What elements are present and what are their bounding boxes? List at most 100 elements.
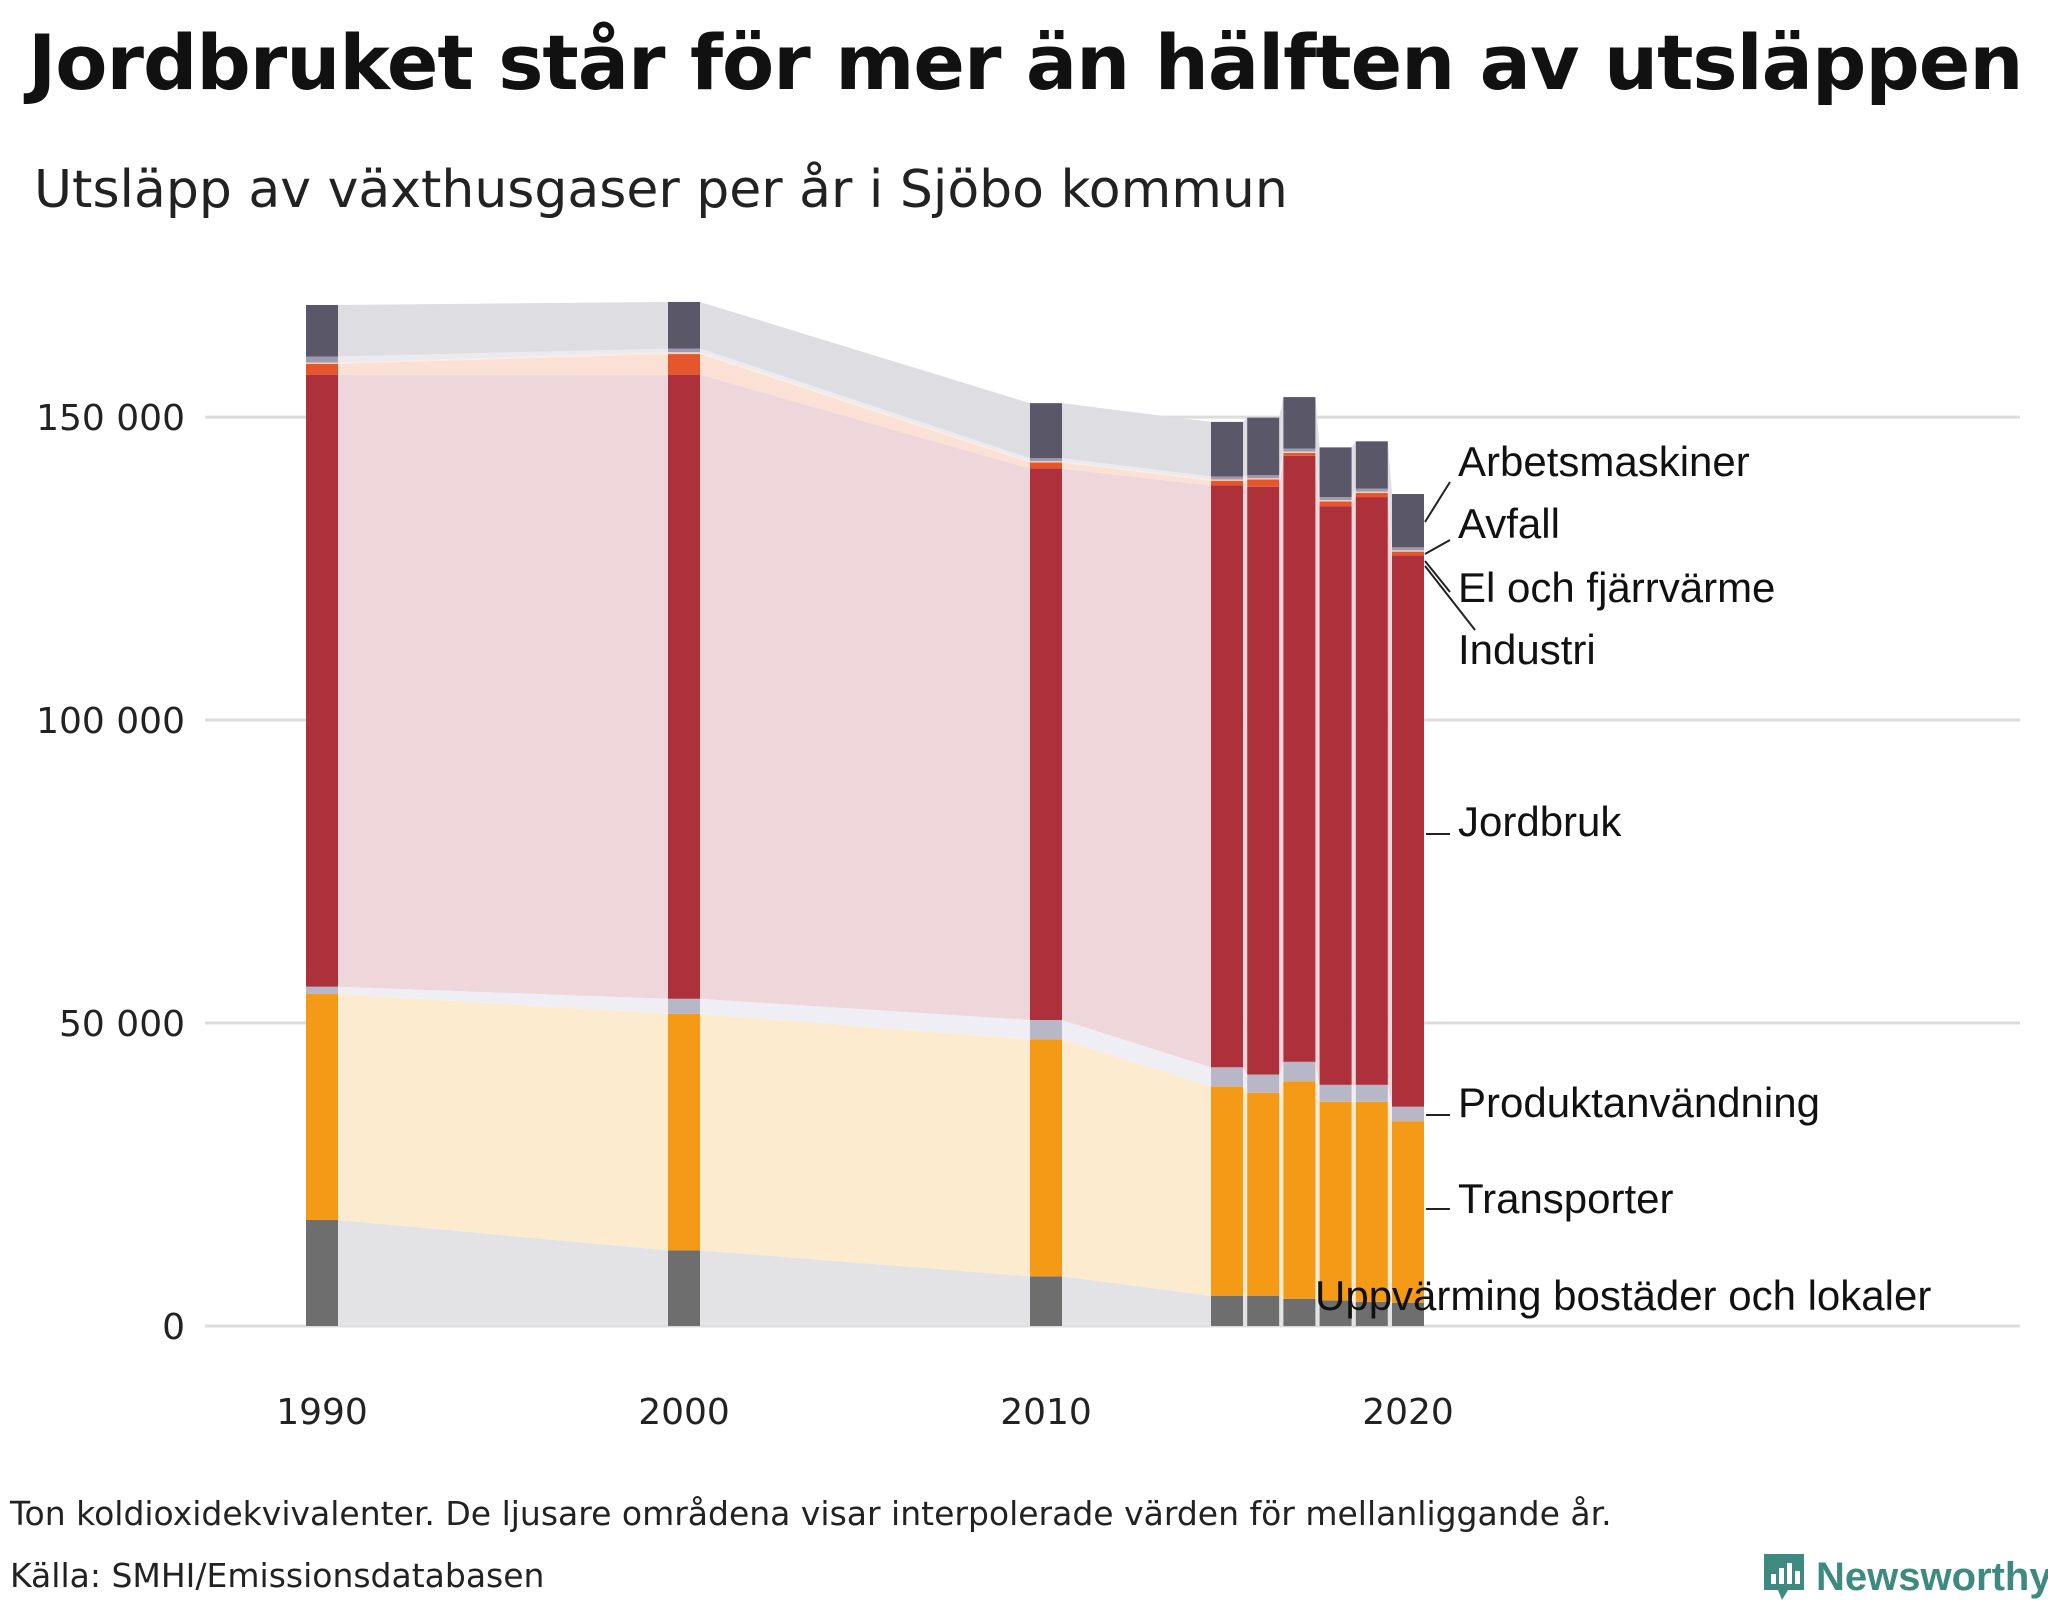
bar-industri-2016: [1247, 479, 1280, 487]
bar-el-och-fjarrvarme-2019: [1355, 491, 1388, 493]
area-el-och-fjarrvarme-2015: [1243, 478, 1248, 481]
bar-avfall-2000: [668, 348, 700, 353]
area-produktanvandning-2017: [1315, 1061, 1320, 1102]
area-arbetsmaskiner-2019: [1387, 441, 1392, 548]
bar-avfall-2010: [1030, 458, 1062, 462]
area-produktanvandning-2000: [700, 998, 1030, 1040]
area-jordbruk-2010: [1062, 468, 1211, 1068]
bar-el-och-fjarrvarme-2016: [1247, 478, 1280, 480]
bar-el-och-fjarrvarme-2017: [1283, 451, 1316, 453]
area-el-och-fjarrvarme-2010: [1062, 461, 1211, 481]
bar-avfall-1990: [306, 356, 338, 363]
area-jordbruk-2019: [1387, 497, 1392, 1107]
bar-avfall-2019: [1355, 488, 1388, 492]
area-transporter-2016: [1279, 1081, 1284, 1299]
series-label-industri: Industri: [1458, 626, 1596, 673]
area-avfall-1990: [338, 348, 668, 363]
bar-arbetsmaskiner-2017: [1283, 397, 1316, 449]
newsworthy-logo-text: Newsworthy: [1816, 1554, 2048, 1599]
bar-uppvarming-bostader-och-lokaler-2020: [1392, 1302, 1424, 1326]
bar-avfall-2017: [1283, 448, 1316, 452]
bar-avfall-2018: [1319, 497, 1352, 501]
area-arbetsmaskiner-2010: [1062, 403, 1211, 477]
area-uppvarming-bostader-och-lokaler-2016: [1279, 1295, 1284, 1326]
series-label-transporter: Transporter: [1458, 1175, 1674, 1222]
y-tick-label: 50 000: [59, 1004, 185, 1045]
bar-jordbruk-2020: [1392, 555, 1424, 1107]
bar-el-och-fjarrvarme-1990: [306, 362, 338, 364]
chart-note: Ton koldioxidekvivalenter. De ljusare om…: [10, 1494, 1612, 1533]
area-industri-2010: [1062, 462, 1211, 486]
area-arbetsmaskiner-2018: [1351, 441, 1356, 498]
bar-produktanvandning-2019: [1355, 1084, 1388, 1102]
area-industri-2015: [1243, 479, 1248, 487]
area-produktanvandning-2015: [1243, 1067, 1248, 1093]
bar-transporter-2015: [1211, 1086, 1243, 1296]
series-label-produktanvandning: Produktanvändning: [1458, 1079, 1820, 1126]
area-el-och-fjarrvarme-1990: [338, 352, 668, 364]
bar-jordbruk-2015: [1211, 485, 1243, 1068]
area-uppvarming-bostader-och-lokaler-2019: [1387, 1301, 1392, 1326]
bar-arbetsmaskiner-2018: [1319, 447, 1352, 498]
bar-arbetsmaskiner-2019: [1355, 441, 1388, 489]
area-arbetsmaskiner-1990: [338, 301, 668, 357]
bar-arbetsmaskiner-1990: [306, 304, 338, 357]
area-transporter-2010: [1062, 1039, 1211, 1296]
area-industri-2016: [1279, 452, 1284, 487]
area-avfall-2000: [700, 348, 1030, 462]
area-arbetsmaskiner-2016: [1279, 397, 1284, 476]
bar-transporter-2020: [1392, 1121, 1424, 1303]
bar-arbetsmaskiner-2016: [1247, 417, 1280, 476]
series-label-arbetsmaskiner: Arbetsmaskiner: [1458, 438, 1750, 485]
area-transporter-1990: [338, 993, 668, 1251]
bar-uppvarming-bostader-och-lokaler-2016: [1247, 1295, 1280, 1326]
area-jordbruk-2015: [1243, 485, 1248, 1075]
area-el-och-fjarrvarme-2000: [700, 352, 1030, 463]
y-tick-label: 100 000: [36, 701, 185, 742]
series-label-el-och-fjarrvarme: El och fjärrvärme: [1458, 564, 1775, 611]
area-avfall-2018: [1351, 488, 1356, 501]
bar-uppvarming-bostader-och-lokaler-2010: [1030, 1276, 1062, 1326]
area-industri-2019: [1387, 492, 1392, 556]
bar-produktanvandning-2015: [1211, 1067, 1243, 1087]
bar-transporter-2016: [1247, 1092, 1280, 1296]
bar-uppvarming-bostader-och-lokaler-2019: [1355, 1301, 1388, 1326]
interpolated-areas: [338, 301, 1392, 1326]
bar-produktanvandning-2000: [668, 998, 700, 1014]
leader-line-el-och-fjarrvarme: [1424, 560, 1451, 593]
series-label-uppvarming-bostader-och-lokaler: Uppvärming bostäder och lokaler: [1315, 1272, 1931, 1319]
area-produktanvandning-2018: [1351, 1084, 1356, 1102]
area-avfall-2017: [1315, 448, 1320, 501]
newsworthy-logo: Newsworthy: [1762, 1552, 2048, 1602]
y-tick-label: 150 000: [36, 398, 185, 439]
newsworthy-logo-icon: [1764, 1554, 1804, 1600]
x-axis-ticks: 1990 2000 2010 2020: [276, 1392, 1454, 1433]
area-el-och-fjarrvarme-2017: [1315, 451, 1320, 502]
bar-arbetsmaskiner-2000: [668, 301, 700, 349]
area-avfall-2015: [1243, 475, 1248, 480]
bar-el-och-fjarrvarme-2010: [1030, 461, 1062, 463]
bar-produktanvandning-2017: [1283, 1061, 1316, 1082]
bar-industri-2010: [1030, 462, 1062, 469]
bar-jordbruk-1990: [306, 374, 338, 987]
x-tick-label: 2000: [638, 1392, 730, 1433]
bar-industri-2019: [1355, 492, 1388, 498]
bar-arbetsmaskiner-2020: [1392, 494, 1424, 548]
chart-subtitle: Utsläpp av växthusgaser per år i Sjöbo k…: [34, 160, 1288, 220]
area-avfall-2019: [1387, 488, 1392, 551]
area-transporter-2000: [700, 1013, 1030, 1277]
area-uppvarming-bostader-och-lokaler-1990: [338, 1219, 668, 1326]
area-uppvarming-bostader-och-lokaler-2000: [700, 1250, 1030, 1326]
area-uppvarming-bostader-och-lokaler-2018: [1351, 1300, 1356, 1326]
bar-arbetsmaskiner-2015: [1211, 421, 1243, 477]
area-el-och-fjarrvarme-2019: [1387, 491, 1392, 552]
area-jordbruk-2000: [700, 374, 1030, 1020]
bar-transporter-2010: [1030, 1039, 1062, 1277]
area-arbetsmaskiner-2017: [1315, 397, 1320, 498]
bar-produktanvandning-2020: [1392, 1106, 1424, 1122]
x-tick-label: 1990: [276, 1392, 368, 1433]
chart-source: Källa: SMHI/Emissionsdatabasen: [10, 1556, 545, 1595]
area-produktanvandning-2016: [1279, 1061, 1284, 1093]
bar-jordbruk-2010: [1030, 468, 1062, 1020]
bar-produktanvandning-2010: [1030, 1019, 1062, 1040]
